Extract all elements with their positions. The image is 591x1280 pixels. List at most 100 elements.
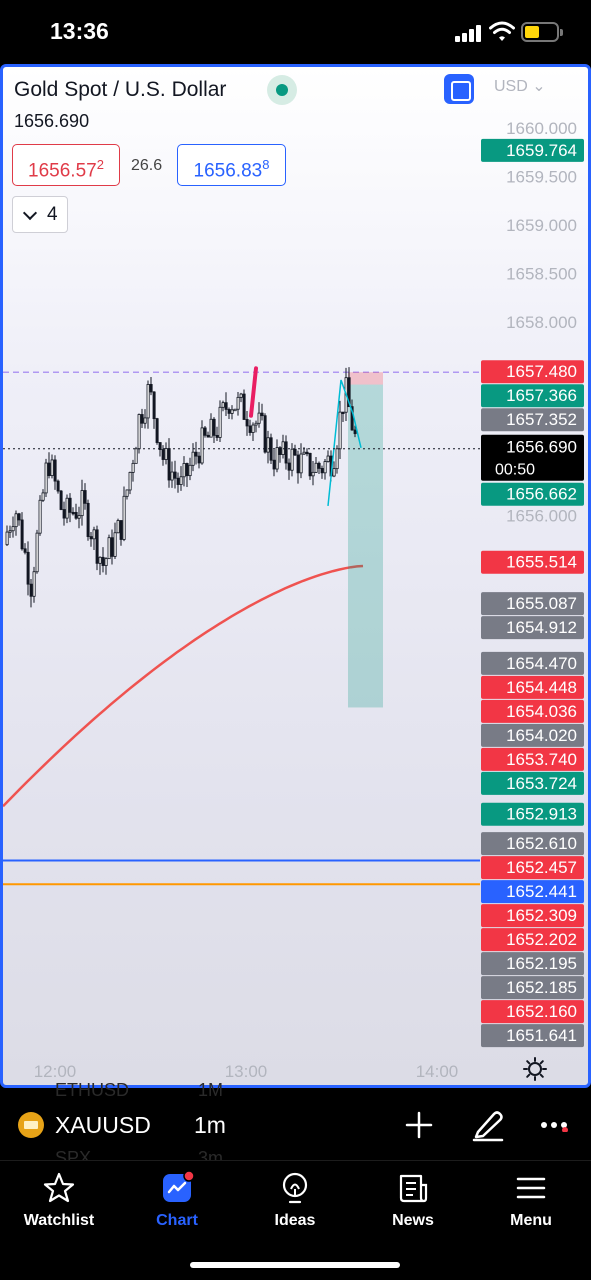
price-axis-label: 1655.514 bbox=[506, 553, 577, 572]
price-axis-label: 1657.352 bbox=[506, 410, 577, 429]
price-axis-label: 1654.470 bbox=[506, 654, 577, 673]
more-options-icon[interactable] bbox=[540, 1120, 574, 1132]
last-price: 1656.690 bbox=[14, 111, 90, 131]
tab-ideas[interactable]: Ideas bbox=[245, 1171, 345, 1241]
tab-label: Watchlist bbox=[23, 1212, 95, 1229]
candle-body bbox=[317, 462, 321, 469]
status-bar: 13:36 bbox=[0, 0, 591, 64]
plus-icon[interactable] bbox=[404, 1110, 434, 1140]
candle-body bbox=[245, 419, 249, 427]
current-price-label: 1656.690 bbox=[506, 438, 577, 457]
chart-area[interactable]: 1660.000 1659.500 1659.000 1658.500 1658.000… bbox=[0, 64, 591, 1088]
current-price-label-bg bbox=[481, 434, 584, 481]
tab-label: Ideas bbox=[274, 1212, 316, 1229]
candle-body bbox=[218, 406, 222, 438]
candle-body bbox=[188, 464, 192, 477]
candle-body bbox=[35, 532, 39, 573]
symbol-title[interactable]: Gold Spot / U.S. Dollar bbox=[14, 78, 227, 101]
candle-body bbox=[134, 448, 138, 464]
currency-label: USD bbox=[494, 78, 528, 95]
candle-body bbox=[221, 402, 225, 408]
candle-body bbox=[41, 492, 45, 501]
trend-line-drawing bbox=[327, 379, 362, 506]
candle-body bbox=[305, 451, 309, 455]
news-icon bbox=[399, 1174, 428, 1203]
candle-body bbox=[254, 422, 258, 426]
price-axis-label-bg bbox=[481, 675, 584, 699]
drawing-tools-icon[interactable] bbox=[470, 1106, 506, 1142]
candle-body bbox=[68, 497, 72, 513]
price-axis-label: 1653.724 bbox=[506, 774, 577, 793]
candle-body bbox=[347, 377, 351, 408]
candle-body bbox=[44, 462, 48, 494]
candle-body bbox=[170, 471, 174, 481]
candle-body bbox=[20, 519, 24, 550]
candle-body bbox=[89, 536, 93, 540]
candle-body bbox=[56, 480, 60, 492]
tab-chart[interactable]: Chart bbox=[127, 1171, 227, 1241]
candle-body bbox=[50, 459, 54, 476]
symbol-selector[interactable]: XAUUSD bbox=[55, 1112, 151, 1138]
candle-body bbox=[278, 447, 282, 455]
candle-body bbox=[122, 495, 126, 540]
candle-body bbox=[80, 490, 84, 517]
candle-body bbox=[149, 384, 153, 393]
candle-body bbox=[263, 415, 267, 453]
candle-body bbox=[158, 442, 162, 450]
sell-button[interactable]: 1656.572 bbox=[12, 144, 120, 186]
candle-body bbox=[173, 471, 177, 479]
interval-selector[interactable]: 1m bbox=[194, 1112, 226, 1138]
price-axis-label: 1652.610 bbox=[506, 834, 577, 853]
price-axis-tick: 1658.500 bbox=[506, 264, 577, 283]
candle-body bbox=[62, 509, 66, 519]
candle-body bbox=[8, 530, 12, 533]
candle-body bbox=[236, 396, 240, 410]
candle-body bbox=[47, 462, 51, 476]
candle-body bbox=[284, 441, 288, 464]
chart-canvas[interactable]: 1660.000 1659.500 1659.000 1658.500 1658.000… bbox=[3, 67, 588, 1085]
price-axis-label-bg bbox=[481, 360, 584, 384]
currency-selector[interactable]: USD ⌄ bbox=[494, 78, 546, 95]
price-axis-label: 1652.457 bbox=[506, 858, 577, 877]
candle-body bbox=[257, 412, 261, 424]
candle-body bbox=[23, 548, 27, 553]
battery-icon bbox=[521, 22, 563, 42]
tab-watchlist[interactable]: Watchlist bbox=[9, 1171, 109, 1241]
indicators-toggle-button[interactable]: 4 bbox=[12, 196, 68, 233]
chart-settings-icon[interactable] bbox=[523, 1057, 547, 1081]
ask-price-small: 8 bbox=[262, 157, 270, 172]
tab-menu[interactable]: Menu bbox=[481, 1171, 581, 1241]
candle-body bbox=[275, 447, 279, 470]
candle-body bbox=[119, 520, 123, 540]
tab-news[interactable]: News bbox=[363, 1171, 463, 1241]
candle-body bbox=[194, 451, 198, 457]
candle-body bbox=[314, 462, 318, 473]
cellular-signal-icon bbox=[455, 24, 485, 42]
candle-body bbox=[17, 513, 21, 521]
candle-body bbox=[341, 411, 345, 415]
candle-body bbox=[104, 558, 108, 566]
price-axis-label-bg bbox=[481, 550, 584, 574]
candle-body bbox=[140, 414, 144, 424]
candle-body bbox=[74, 512, 78, 519]
buy-button[interactable]: 1656.838 bbox=[177, 144, 286, 186]
candle-body bbox=[77, 515, 81, 519]
bottom-tab-bar: Watchlist Chart Ideas News bbox=[0, 1160, 591, 1280]
candle-body bbox=[176, 477, 180, 485]
ghost-symbol: ETHUSD bbox=[55, 1080, 130, 1100]
candle-body bbox=[242, 393, 246, 420]
candle-body bbox=[116, 520, 120, 534]
candle-body bbox=[185, 463, 189, 477]
price-axis-label: 1655.087 bbox=[506, 594, 577, 613]
candle-body bbox=[38, 499, 42, 534]
fullscreen-button[interactable] bbox=[444, 74, 474, 104]
price-axis-tick: 1659.000 bbox=[506, 216, 577, 235]
candle-body bbox=[206, 434, 210, 438]
price-axis-label-bg bbox=[481, 771, 584, 795]
price-axis-label: 1654.448 bbox=[506, 678, 577, 697]
home-indicator bbox=[190, 1262, 400, 1268]
spread-value: 26.6 bbox=[131, 157, 163, 174]
candle-body bbox=[311, 471, 315, 477]
price-axis-label-bg bbox=[481, 928, 584, 952]
candle-body bbox=[5, 531, 9, 546]
